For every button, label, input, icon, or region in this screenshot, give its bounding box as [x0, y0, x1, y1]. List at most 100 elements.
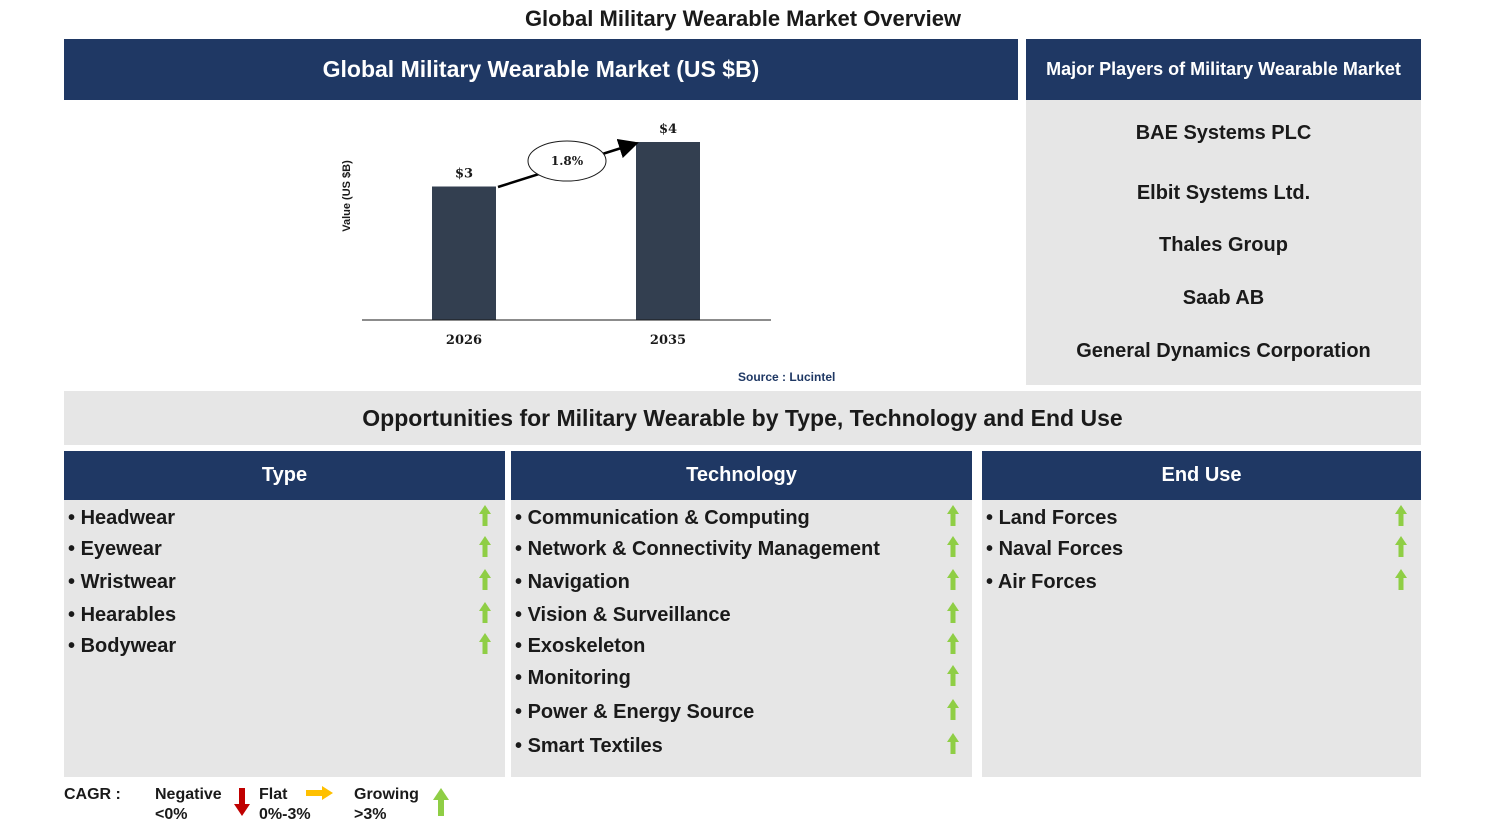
legend-negative: Negative <0% — [155, 785, 222, 825]
legend-growing-range: >3% — [354, 806, 387, 823]
bar-2026 — [432, 186, 496, 320]
legend-flat: Flat 0%-3% — [259, 785, 311, 825]
segment-item-label: Air Forces — [997, 571, 1097, 593]
players-header: Major Players of Military Wearable Marke… — [1026, 39, 1421, 100]
segment-item-label: Vision & Surveillance — [527, 604, 731, 626]
segment-header-technology: Technology — [511, 451, 972, 500]
bullet: • — [986, 507, 999, 529]
segment-item: • Headwear — [68, 507, 175, 530]
bullet: • — [986, 538, 999, 560]
up-arrow-icon — [1395, 569, 1407, 590]
segment-item-label: Headwear — [80, 507, 176, 529]
segment-item-label: Eyewear — [80, 538, 162, 560]
bullet: • — [515, 667, 528, 689]
legend-flat-name: Flat — [259, 786, 288, 803]
up-arrow-icon — [479, 505, 491, 526]
segment-item: • Navigation — [515, 571, 630, 594]
bullet: • — [515, 538, 528, 560]
segment-item: • Vision & Surveillance — [515, 604, 731, 627]
segment-item-label: Wristwear — [80, 571, 176, 593]
bullet: • — [515, 701, 528, 723]
bullet: • — [515, 507, 528, 529]
segment-header-type: Type — [64, 451, 505, 500]
bullet: • — [515, 735, 528, 757]
bullet: • — [68, 635, 81, 657]
chart-source: Source : Lucintel — [738, 370, 836, 384]
up-arrow-icon — [947, 633, 959, 654]
data-label: $3 — [455, 167, 473, 182]
up-arrow-icon — [479, 536, 491, 557]
segment-item: • Land Forces — [986, 507, 1117, 530]
segment-list-type: • Headwear • Eyewear • Wristwear • Hearable… — [64, 500, 505, 777]
up-arrow-icon — [947, 699, 959, 720]
bullet: • — [68, 604, 81, 626]
segment-item-label: Network & Connectivity Management — [527, 538, 880, 560]
segment-item: • Power & Energy Source — [515, 701, 754, 724]
bullet: • — [515, 635, 528, 657]
segment-item: • Hearables — [68, 604, 176, 627]
bullet: • — [68, 538, 81, 560]
segment-item-label: Navigation — [527, 571, 630, 593]
player-item: BAE Systems PLC — [1135, 122, 1312, 144]
up-arrow-icon — [479, 633, 491, 654]
cagr-ellipse — [527, 140, 607, 182]
segment-item: • Monitoring — [515, 667, 631, 690]
page-title: Global Military Wearable Market Overview — [524, 6, 962, 31]
chart-header: Global Military Wearable Market (US $B) — [64, 39, 1018, 100]
x-tick-label: 2026 — [446, 333, 482, 348]
bullet: • — [515, 571, 528, 593]
segment-item-label: Smart Textiles — [527, 735, 663, 757]
up-arrow-icon — [1395, 505, 1407, 526]
segment-item: • Wristwear — [68, 571, 176, 594]
right-arrow-icon — [306, 786, 333, 800]
segment-item-label: Bodywear — [80, 635, 177, 657]
chart-area: Value (US $B) $3 2026 $4 2035 1.8% Source :… — [64, 100, 1018, 390]
segment-item-label: Power & Energy Source — [527, 701, 755, 723]
bullet: • — [68, 571, 81, 593]
segment-item-label: Naval Forces — [998, 538, 1124, 560]
cagr-label: 1.8% — [551, 154, 584, 168]
y-axis-label: Value (US $B) — [341, 160, 353, 232]
legend-label: CAGR : — [64, 786, 121, 803]
up-arrow-icon — [947, 569, 959, 590]
segment-item-label: Monitoring — [527, 667, 631, 689]
opportunities-banner: Opportunities for Military Wearable by T… — [64, 391, 1421, 445]
bar-2035 — [636, 142, 700, 320]
legend-growing-name: Growing — [354, 786, 419, 803]
up-arrow-icon — [479, 569, 491, 590]
legend-flat-range: 0%-3% — [259, 806, 311, 823]
segment-item-label: Communication & Computing — [527, 507, 810, 529]
legend-growing: Growing >3% — [354, 785, 419, 825]
segment-list-technology: • Communication & Computing • Network & C… — [511, 500, 972, 777]
bullet: • — [986, 571, 998, 593]
up-arrow-icon — [947, 665, 959, 686]
segment-item: • Smart Textiles — [515, 735, 663, 758]
legend-negative-name: Negative — [155, 786, 222, 803]
segment-item: • Bodywear — [68, 635, 176, 658]
player-item: Saab AB — [1182, 287, 1265, 309]
segment-item-label: Land Forces — [998, 507, 1118, 529]
bullet: • — [515, 604, 528, 626]
bar-chart: Value (US $B) $3 2026 $4 2035 1.8% — [341, 122, 771, 348]
segment-list-end-use: • Land Forces • Naval Forces • Air Forces — [982, 500, 1421, 777]
segment-item: • Network & Connectivity Management — [515, 538, 880, 561]
player-item: Elbit Systems Ltd. — [1136, 182, 1311, 204]
segment-item: • Communication & Computing — [515, 507, 810, 530]
up-arrow-icon — [1395, 536, 1407, 557]
segment-item-label: Exoskeleton — [527, 635, 646, 657]
x-tick-label: 2035 — [650, 333, 686, 348]
segment-item: • Naval Forces — [986, 538, 1123, 561]
data-label: $4 — [659, 122, 677, 137]
players-list: BAE Systems PLC Elbit Systems Ltd. Thale… — [1026, 100, 1421, 385]
segment-item-label: Hearables — [80, 604, 177, 626]
player-item: Thales Group — [1159, 234, 1288, 256]
legend-negative-range: <0% — [155, 806, 188, 823]
player-item: General Dynamics Corporation — [1076, 340, 1371, 362]
up-arrow-icon — [479, 602, 491, 623]
bullet: • — [68, 507, 81, 529]
up-arrow-icon — [947, 602, 959, 623]
up-arrow-icon — [947, 733, 959, 754]
segment-item: • Exoskeleton — [515, 635, 645, 658]
up-arrow-icon — [947, 536, 959, 557]
segment-item: • Eyewear — [68, 538, 162, 561]
